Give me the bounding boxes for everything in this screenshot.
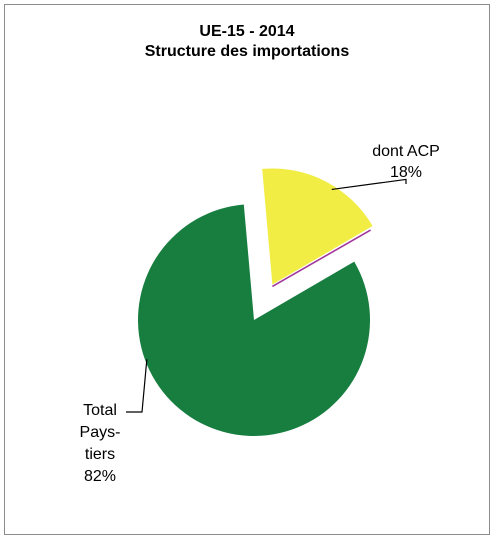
chart-title: UE-15 - 2014 [199, 23, 295, 40]
slice-label-total-line2: Pays- [80, 424, 121, 441]
pie-slice-total-pays-tiers [138, 204, 371, 436]
slice-label-dont-acp: dont ACP [372, 143, 440, 160]
slice-accent-line [271, 229, 371, 288]
leader-line-dont-acp [331, 178, 407, 191]
leader-line-total-pays-tiers [126, 359, 148, 413]
slice-value-dont-acp: 18% [390, 164, 422, 181]
slice-label-total-line3: tiers [85, 446, 115, 463]
slice-label-total-line1: Total [83, 402, 117, 419]
slice-value-total: 82% [84, 468, 116, 485]
chart-title-block: UE-15 - 2014 Structure des importations [4, 22, 490, 62]
pie-slice-dont-acp [262, 168, 373, 285]
chart-subtitle: Structure des importations [144, 43, 350, 60]
